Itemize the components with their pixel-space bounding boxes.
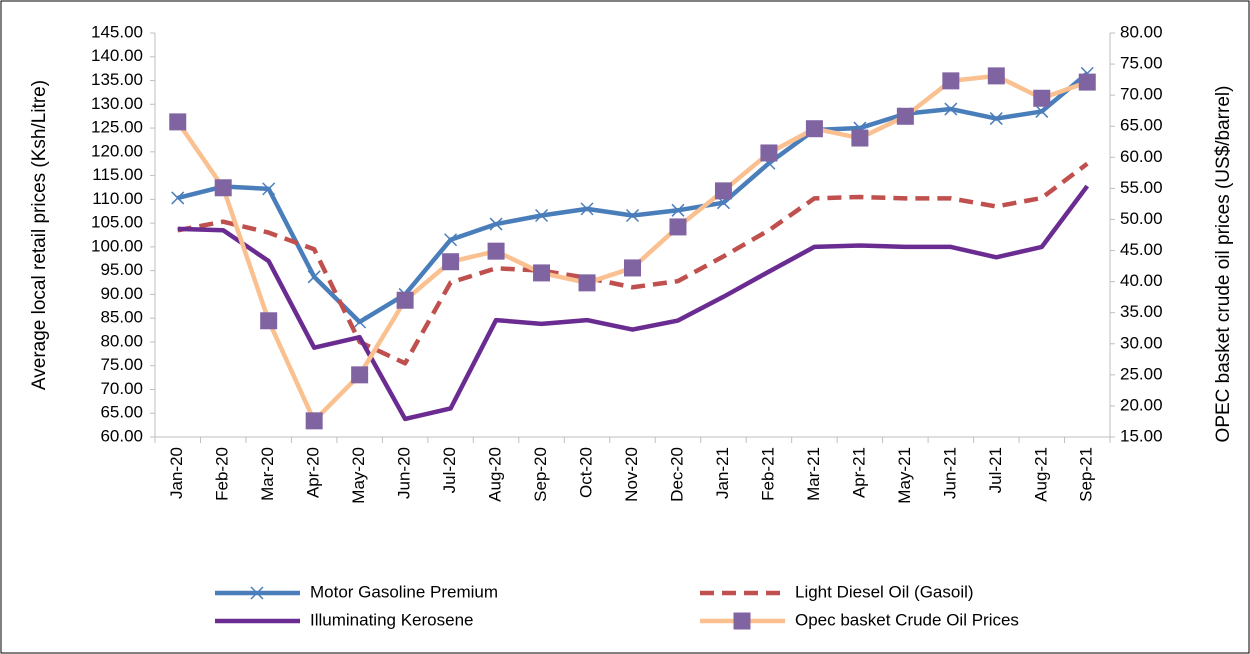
y2-tick-label: 35.00 (1120, 302, 1163, 321)
point-marker (760, 144, 778, 162)
point-marker (805, 120, 823, 138)
legend-label: Light Diesel Oil (Gasoil) (795, 582, 974, 601)
y2-tick-label: 65.00 (1120, 116, 1163, 135)
point-marker (851, 129, 869, 147)
point-marker (625, 208, 640, 223)
y-tick-label: 70.00 (100, 379, 143, 398)
point-marker (260, 312, 278, 330)
point-marker (1078, 73, 1096, 91)
point-marker (580, 202, 594, 216)
x-tick-label: Feb-20 (213, 447, 232, 501)
x-tick-label: Aug-21 (1031, 447, 1050, 502)
x-tick-label: Jan-20 (167, 447, 186, 499)
y-tick-label: 85.00 (100, 308, 143, 327)
point-marker (944, 102, 958, 116)
x-tick-label: Jun-21 (940, 447, 959, 499)
y-tick-label: 120.00 (91, 141, 143, 160)
x-tick-label: Mar-21 (804, 447, 823, 501)
x-tick-label: Jun-20 (395, 447, 414, 499)
y-tick-label: 135.00 (91, 70, 143, 89)
y-tick-label: 110.00 (92, 189, 143, 208)
x-tick-label: Jul-21 (986, 447, 1005, 493)
point-marker (987, 67, 1005, 85)
x-tick-label: Nov-20 (622, 447, 641, 502)
point-marker (214, 179, 232, 197)
y-tick-label: 95.00 (100, 260, 143, 279)
x-tick-label: Jul-20 (440, 447, 459, 493)
point-marker (444, 233, 458, 247)
point-marker (942, 72, 960, 90)
point-marker (624, 259, 641, 277)
point-marker (1035, 104, 1049, 118)
x-tick-label: May-20 (349, 447, 368, 504)
y-tick-label: 145.00 (91, 22, 143, 41)
y2-tick-label: 80.00 (1120, 22, 1163, 41)
point-marker (351, 366, 369, 384)
x-tick-label: Feb-21 (758, 447, 777, 501)
y2-tick-label: 45.00 (1120, 240, 1163, 259)
point-marker (442, 253, 460, 271)
y2-tick-label: 15.00 (1120, 426, 1163, 445)
point-marker (307, 270, 321, 284)
y-tick-label: 75.00 (100, 355, 143, 374)
x-tick-label: May-21 (895, 447, 914, 504)
y-tick-label: 130.00 (91, 94, 143, 113)
point-marker (487, 242, 505, 260)
y2-tick-label: 55.00 (1120, 178, 1163, 197)
point-marker (714, 182, 732, 200)
y-tick-label: 105.00 (91, 213, 143, 232)
point-marker (535, 208, 549, 223)
point-marker (671, 203, 685, 217)
point-marker (305, 412, 323, 430)
legend-label: Opec basket Crude Oil Prices (795, 610, 1019, 629)
point-marker (669, 218, 687, 236)
y-tick-label: 65.00 (100, 403, 143, 422)
y-axis-title: Average local retail prices (Ksh/Litre) (29, 80, 50, 390)
point-marker (1033, 89, 1051, 107)
y-tick-label: 80.00 (100, 331, 143, 350)
y2-tick-label: 20.00 (1120, 395, 1163, 414)
x-tick-label: Oct-20 (577, 447, 596, 498)
series-line (177, 184, 1090, 422)
y-tick-label: 140.00 (91, 46, 143, 65)
legend-marker (250, 586, 264, 600)
y-tick-label: 90.00 (100, 284, 143, 303)
series-line (177, 161, 1089, 366)
y2-axis-title: OPEC basket crude oil prices (US$/barrel… (1213, 86, 1234, 443)
point-marker (262, 182, 276, 196)
point-marker (489, 217, 503, 231)
y2-tick-label: 50.00 (1120, 209, 1163, 228)
y-tick-label: 100.00 (91, 236, 143, 255)
y-tick-label: 125.00 (91, 118, 143, 137)
point-marker (989, 112, 1003, 126)
y2-tick-label: 60.00 (1120, 147, 1163, 166)
y2-tick-label: 30.00 (1120, 333, 1163, 352)
x-tick-label: Apr-21 (849, 447, 868, 498)
legend-label: Motor Gasoline Premium (310, 582, 498, 601)
x-tick-label: Sep-20 (531, 447, 550, 502)
point-marker (353, 315, 367, 329)
y-tick-label: 60.00 (100, 426, 143, 445)
point-marker (578, 274, 596, 292)
x-tick-label: Sep-21 (1077, 447, 1096, 502)
y2-tick-label: 75.00 (1120, 54, 1163, 73)
point-marker (171, 191, 185, 205)
point-marker (169, 113, 187, 131)
point-marker (396, 291, 414, 309)
legend-marker (733, 612, 751, 630)
x-tick-label: Aug-20 (486, 447, 505, 502)
point-marker (896, 107, 914, 125)
x-tick-label: Dec-20 (667, 447, 686, 502)
point-marker (533, 264, 551, 282)
x-tick-label: Apr-20 (304, 447, 323, 498)
y2-tick-label: 40.00 (1120, 271, 1163, 290)
x-tick-label: Jan-21 (713, 447, 732, 499)
y2-tick-label: 70.00 (1120, 85, 1163, 104)
x-tick-label: Mar-20 (258, 447, 277, 501)
legend-label: Illuminating Kerosene (310, 610, 473, 629)
y-tick-label: 115.00 (92, 165, 143, 184)
y2-tick-label: 25.00 (1120, 364, 1163, 383)
